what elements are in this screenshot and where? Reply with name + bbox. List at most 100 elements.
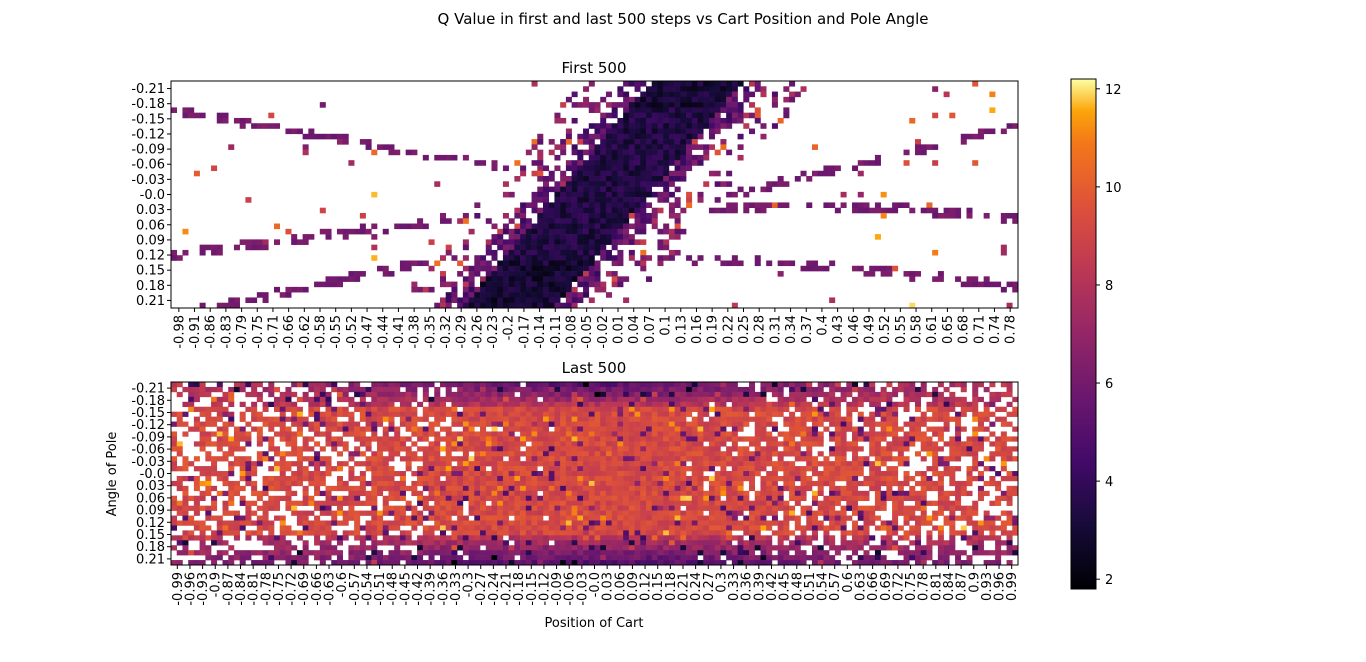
heatmap-cell	[605, 401, 612, 408]
heatmap-cell	[583, 239, 590, 245]
heatmap-cell	[245, 480, 252, 487]
heatmap-cell	[703, 495, 710, 502]
heatmap-cell	[600, 249, 607, 256]
heatmap-cell	[514, 396, 521, 403]
heatmap-cell	[617, 191, 624, 198]
heatmap-cell	[457, 271, 464, 277]
heatmap-cell	[560, 271, 567, 277]
heatmap-cell	[817, 265, 824, 272]
heatmap-cell	[611, 102, 618, 108]
heatmap-cell	[640, 123, 647, 129]
heatmap-cell	[811, 421, 818, 427]
heatmap-cell	[605, 292, 612, 298]
heatmap-cell	[314, 520, 321, 526]
heatmap-cell	[308, 401, 315, 408]
heatmap-cell	[731, 86, 738, 92]
heatmap-cell	[783, 96, 790, 103]
heatmap-cell	[794, 451, 801, 457]
heatmap-cell	[731, 112, 738, 119]
heatmap-cell	[531, 505, 538, 511]
heatmap-cell	[766, 456, 773, 462]
heatmap-cell	[348, 396, 355, 403]
heatmap-cell	[342, 500, 349, 506]
heatmap-cell	[674, 91, 681, 98]
heatmap-cell	[737, 391, 744, 398]
heatmap-cell	[983, 386, 990, 393]
heatmap-cell	[743, 86, 750, 92]
heatmap-cell	[542, 411, 550, 417]
heatmap-cell	[445, 446, 452, 452]
heatmap-cell	[708, 431, 715, 437]
heatmap-cell	[262, 244, 269, 251]
heatmap-cell	[565, 133, 572, 140]
heatmap-cell	[743, 386, 750, 393]
heatmap-cell	[817, 406, 824, 412]
heatmap-cell	[560, 239, 567, 245]
heatmap-cell	[348, 490, 355, 497]
heatmap-cell	[588, 441, 595, 447]
x-tick-label: 0.55	[894, 315, 909, 344]
heatmap-cell	[577, 133, 584, 140]
heatmap-cell	[502, 515, 509, 521]
heatmap-cell	[646, 515, 653, 521]
heatmap-cell	[697, 382, 704, 388]
heatmap-cell	[537, 197, 544, 203]
heatmap-cell	[651, 466, 658, 472]
heatmap-cell	[348, 411, 355, 417]
heatmap-cell	[434, 406, 441, 412]
heatmap-cell	[457, 505, 464, 511]
heatmap-cell	[857, 170, 864, 177]
heatmap-cell	[365, 490, 372, 497]
heatmap-cell	[1012, 475, 1019, 482]
heatmap-title: First 500	[562, 59, 627, 77]
heatmap-cell	[1006, 500, 1013, 506]
heatmap-cell	[605, 471, 612, 477]
heatmap-cell	[571, 386, 578, 393]
heatmap-cell	[531, 144, 538, 150]
heatmap-cell	[617, 406, 624, 412]
heatmap-cell	[399, 436, 406, 442]
heatmap-cell	[583, 490, 590, 497]
heatmap-cell	[600, 480, 607, 487]
heatmap-cell	[239, 495, 246, 502]
heatmap-cell	[211, 466, 218, 472]
heatmap-cell	[262, 123, 269, 129]
heatmap-cell	[605, 490, 612, 497]
heatmap-cell	[646, 181, 653, 187]
heatmap-cell	[319, 520, 326, 526]
heatmap-cell	[846, 406, 853, 412]
heatmap-cell	[760, 91, 767, 98]
heatmap-cell	[542, 276, 550, 282]
heatmap-cell	[565, 485, 572, 492]
heatmap-cell	[531, 255, 538, 261]
heatmap-cell	[743, 391, 750, 398]
heatmap-cell	[565, 441, 572, 447]
heatmap-cell	[697, 160, 704, 166]
heatmap-cell	[560, 139, 567, 145]
heatmap-cell	[600, 202, 607, 208]
heatmap-cell	[663, 96, 670, 103]
heatmap-cell	[634, 202, 641, 208]
heatmap-cell	[571, 91, 578, 98]
heatmap-cell	[371, 456, 378, 462]
heatmap-cell	[783, 461, 790, 467]
heatmap-cell	[708, 117, 715, 124]
heatmap-cell	[502, 421, 509, 427]
heatmap-cell	[560, 396, 567, 403]
heatmap-cell	[594, 391, 601, 398]
heatmap-cell	[485, 431, 492, 437]
heatmap-cell	[211, 500, 218, 506]
heatmap-cell	[325, 391, 332, 398]
heatmap-cell	[422, 391, 429, 398]
heatmap-cell	[634, 123, 641, 129]
heatmap-cell	[977, 128, 984, 135]
heatmap-cell	[520, 234, 527, 240]
heatmap-cell	[617, 510, 624, 516]
heatmap-cell	[565, 207, 572, 214]
heatmap-cell	[480, 411, 487, 417]
heatmap-cell	[462, 276, 469, 282]
heatmap-cell	[514, 265, 521, 272]
heatmap-cell	[731, 436, 738, 442]
heatmap-cell	[594, 249, 601, 256]
x-tick-label: -0.71	[267, 315, 282, 349]
